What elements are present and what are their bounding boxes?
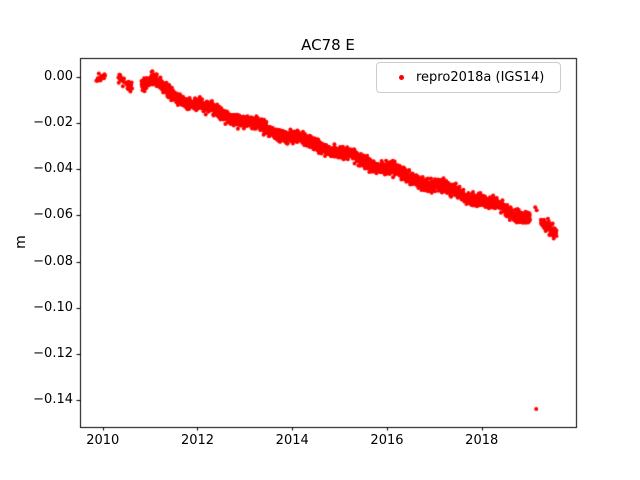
y-tick-label: −0.02 bbox=[33, 114, 73, 130]
y-tick-label: −0.08 bbox=[33, 253, 73, 269]
x-tick-label: 2010 bbox=[86, 433, 120, 448]
y-axis-label: m bbox=[12, 235, 29, 249]
y-tick-label: −0.12 bbox=[33, 346, 73, 362]
x-tick-label: 2016 bbox=[370, 433, 404, 448]
y-tick-label: −0.14 bbox=[33, 392, 73, 408]
x-tick-label: 2018 bbox=[465, 433, 499, 448]
legend: repro2018a (IGS14) bbox=[376, 62, 562, 93]
legend-entry-label: repro2018a (IGS14) bbox=[416, 70, 545, 85]
legend-marker-dot-icon bbox=[399, 75, 404, 80]
x-tick-label: 2012 bbox=[180, 433, 215, 448]
x-tick-label: 2014 bbox=[275, 433, 309, 448]
y-tick-label: −0.10 bbox=[33, 299, 73, 315]
y-tick-label: 0.00 bbox=[44, 68, 73, 84]
y-tick-label: −0.04 bbox=[33, 161, 73, 177]
y-tick-label: −0.06 bbox=[33, 207, 73, 223]
chart-title: AC78 E bbox=[301, 36, 355, 54]
